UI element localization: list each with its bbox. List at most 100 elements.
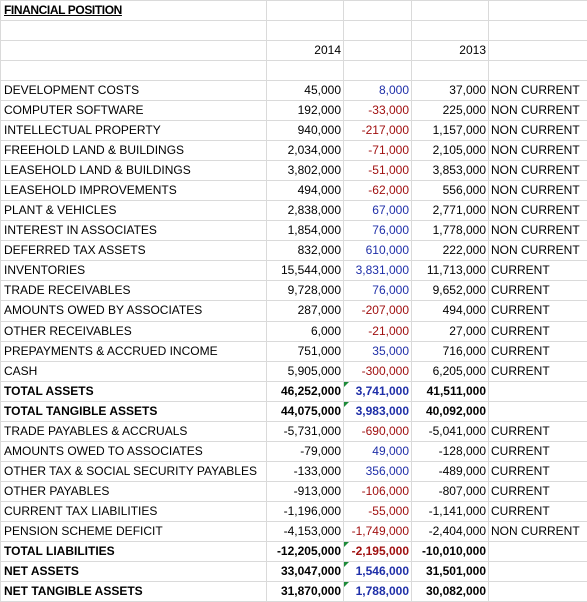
row-label-cell[interactable]: PENSION SCHEME DEFICIT — [0, 520, 267, 542]
change-cell[interactable]: 3,983,000 — [343, 400, 412, 422]
value-2013-cell[interactable]: 11,713,000 — [411, 260, 489, 282]
value-2013-cell[interactable]: 716,000 — [411, 340, 489, 362]
value-2014-cell[interactable]: 44,075,000 — [266, 400, 344, 422]
empty-cell[interactable] — [343, 40, 412, 62]
row-label-cell[interactable]: LEASEHOLD IMPROVEMENTS — [0, 180, 267, 202]
value-2014-cell[interactable]: 2,034,000 — [266, 140, 344, 162]
change-cell[interactable]: -51,000 — [343, 160, 412, 182]
classification-cell[interactable]: NON CURRENT — [488, 240, 587, 262]
value-2013-cell[interactable]: 494,000 — [411, 300, 489, 322]
classification-cell[interactable]: CURRENT — [488, 500, 587, 522]
change-cell[interactable]: 3,831,000 — [343, 260, 412, 282]
classification-cell[interactable] — [488, 560, 587, 582]
classification-cell[interactable]: NON CURRENT — [488, 120, 587, 142]
empty-cell[interactable] — [0, 60, 267, 82]
value-2014-cell[interactable]: 5,905,000 — [266, 360, 344, 382]
row-label-cell[interactable]: INVENTORIES — [0, 260, 267, 282]
value-2014-cell[interactable]: -4,153,000 — [266, 520, 344, 542]
value-2014-cell[interactable]: 3,802,000 — [266, 160, 344, 182]
row-label-cell[interactable]: PREPAYMENTS & ACCRUED INCOME — [0, 340, 267, 362]
value-2013-cell[interactable]: -128,000 — [411, 440, 489, 462]
value-2014-cell[interactable]: 1,854,000 — [266, 220, 344, 242]
value-2014-cell[interactable]: 192,000 — [266, 100, 344, 122]
change-cell[interactable]: -71,000 — [343, 140, 412, 162]
change-cell[interactable]: 3,741,000 — [343, 380, 412, 402]
change-cell[interactable]: 8,000 — [343, 80, 412, 102]
row-label-cell[interactable]: OTHER PAYABLES — [0, 480, 267, 502]
row-label-cell[interactable]: OTHER TAX & SOCIAL SECURITY PAYABLES — [0, 460, 267, 482]
value-2013-cell[interactable]: 40,092,000 — [411, 400, 489, 422]
empty-cell[interactable] — [488, 40, 587, 62]
empty-cell[interactable] — [0, 20, 267, 42]
value-2013-cell[interactable]: 222,000 — [411, 240, 489, 262]
value-2013-cell[interactable]: -489,000 — [411, 460, 489, 482]
classification-cell[interactable]: CURRENT — [488, 320, 587, 342]
empty-cell[interactable] — [488, 20, 587, 42]
empty-cell[interactable] — [488, 0, 587, 22]
value-2013-cell[interactable]: 9,652,000 — [411, 280, 489, 302]
value-2014-cell[interactable]: 15,544,000 — [266, 260, 344, 282]
change-cell[interactable]: -1,749,000 — [343, 520, 412, 542]
value-2014-cell[interactable]: -79,000 — [266, 440, 344, 462]
value-2013-cell[interactable]: 1,778,000 — [411, 220, 489, 242]
value-2014-cell[interactable]: -5,731,000 — [266, 420, 344, 442]
year-2013-header[interactable]: 2013 — [411, 40, 489, 62]
value-2014-cell[interactable]: 940,000 — [266, 120, 344, 142]
change-cell[interactable]: 35,000 — [343, 340, 412, 362]
value-2013-cell[interactable]: 31,501,000 — [411, 560, 489, 582]
empty-cell[interactable] — [266, 0, 344, 22]
classification-cell[interactable]: NON CURRENT — [488, 220, 587, 242]
row-label-cell[interactable]: AMOUNTS OWED TO ASSOCIATES — [0, 440, 267, 462]
row-label-cell[interactable]: CASH — [0, 360, 267, 382]
value-2014-cell[interactable]: 832,000 — [266, 240, 344, 262]
change-cell[interactable]: -21,000 — [343, 320, 412, 342]
value-2013-cell[interactable]: 6,205,000 — [411, 360, 489, 382]
empty-cell[interactable] — [343, 20, 412, 42]
value-2014-cell[interactable]: 751,000 — [266, 340, 344, 362]
value-2013-cell[interactable]: 2,105,000 — [411, 140, 489, 162]
value-2014-cell[interactable]: 33,047,000 — [266, 560, 344, 582]
value-2013-cell[interactable]: -1,141,000 — [411, 500, 489, 522]
classification-cell[interactable]: NON CURRENT — [488, 200, 587, 222]
row-label-cell[interactable]: FREEHOLD LAND & BUILDINGS — [0, 140, 267, 162]
value-2013-cell[interactable]: -807,000 — [411, 480, 489, 502]
change-cell[interactable]: -33,000 — [343, 100, 412, 122]
value-2013-cell[interactable]: 225,000 — [411, 100, 489, 122]
change-cell[interactable]: -2,195,000 — [343, 540, 412, 562]
value-2014-cell[interactable]: 31,870,000 — [266, 580, 344, 602]
row-label-cell[interactable]: PLANT & VEHICLES — [0, 200, 267, 222]
classification-cell[interactable]: NON CURRENT — [488, 100, 587, 122]
classification-cell[interactable]: CURRENT — [488, 260, 587, 282]
empty-cell[interactable] — [411, 0, 489, 22]
value-2013-cell[interactable]: 37,000 — [411, 80, 489, 102]
row-label-cell[interactable]: INTEREST IN ASSOCIATES — [0, 220, 267, 242]
row-label-cell[interactable]: TOTAL LIABILITIES — [0, 540, 267, 562]
value-2014-cell[interactable]: 287,000 — [266, 300, 344, 322]
value-2013-cell[interactable]: 30,082,000 — [411, 580, 489, 602]
classification-cell[interactable] — [488, 540, 587, 562]
value-2013-cell[interactable]: 556,000 — [411, 180, 489, 202]
row-label-cell[interactable]: TOTAL ASSETS — [0, 380, 267, 402]
value-2013-cell[interactable]: -2,404,000 — [411, 520, 489, 542]
row-label-cell[interactable]: DEVELOPMENT COSTS — [0, 80, 267, 102]
row-label-cell[interactable]: AMOUNTS OWED BY ASSOCIATES — [0, 300, 267, 322]
row-label-cell[interactable]: NET ASSETS — [0, 560, 267, 582]
classification-cell[interactable] — [488, 400, 587, 422]
value-2014-cell[interactable]: -913,000 — [266, 480, 344, 502]
empty-cell[interactable] — [0, 40, 267, 62]
row-label-cell[interactable]: CURRENT TAX LIABILITIES — [0, 500, 267, 522]
value-2013-cell[interactable]: -10,010,000 — [411, 540, 489, 562]
change-cell[interactable]: 49,000 — [343, 440, 412, 462]
change-cell[interactable]: -55,000 — [343, 500, 412, 522]
classification-cell[interactable]: CURRENT — [488, 480, 587, 502]
value-2013-cell[interactable]: 1,157,000 — [411, 120, 489, 142]
classification-cell[interactable]: NON CURRENT — [488, 520, 587, 542]
classification-cell[interactable]: NON CURRENT — [488, 160, 587, 182]
change-cell[interactable]: -690,000 — [343, 420, 412, 442]
change-cell[interactable]: 67,000 — [343, 200, 412, 222]
empty-cell[interactable] — [343, 0, 412, 22]
value-2014-cell[interactable]: -133,000 — [266, 460, 344, 482]
row-label-cell[interactable]: LEASEHOLD LAND & BUILDINGS — [0, 160, 267, 182]
empty-cell[interactable] — [266, 20, 344, 42]
empty-cell[interactable] — [411, 60, 489, 82]
